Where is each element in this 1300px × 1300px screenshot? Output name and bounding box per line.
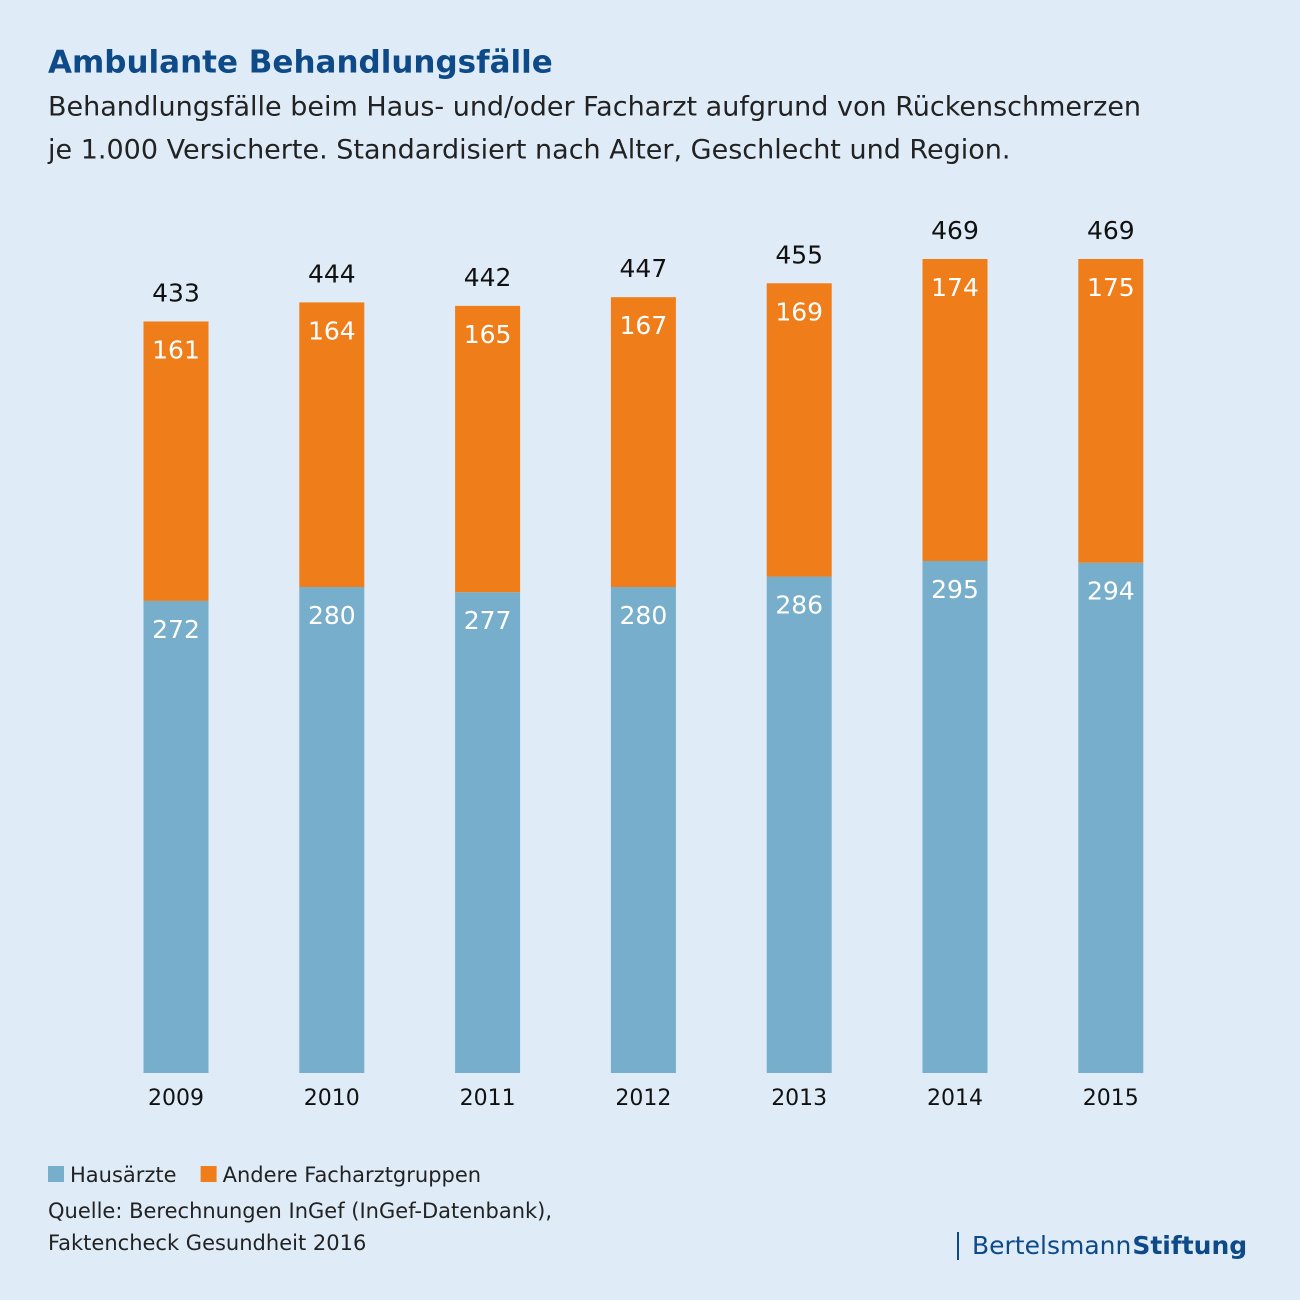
legend-swatch [200,1166,217,1182]
total-label: 455 [775,240,823,269]
source: Quelle: Berechnungen InGef (InGef-Datenb… [48,1199,552,1223]
chart-subtitle: Behandlungsfälle beim Haus- und/oder Fac… [48,92,1141,123]
total-label: 447 [620,254,668,283]
bar-segment [610,297,676,588]
bar-segment [299,302,365,588]
x-tick-label: 2013 [771,1086,827,1111]
data-label: 169 [775,297,823,326]
bar-segment [299,587,365,1073]
logo: Stiftung [1132,1231,1247,1260]
x-tick-label: 2015 [1083,1086,1139,1111]
chart-subtitle: je 1.000 Versicherte. Standardisiert nac… [47,135,1010,166]
bar-segment [1078,562,1144,1073]
bar-segment [610,587,676,1073]
x-tick-label: 2014 [927,1086,983,1111]
bar-segment [143,321,209,601]
total-label: 433 [152,278,200,307]
data-label: 164 [308,316,356,345]
source: Faktencheck Gesundheit 2016 [48,1231,366,1255]
total-label: 442 [464,263,512,292]
bar-segment [766,576,832,1073]
bar-segment [143,600,209,1073]
data-label: 280 [620,601,668,630]
data-label: 161 [152,335,200,364]
data-label: 175 [1087,273,1135,302]
bar-segment [922,560,988,1073]
bar-segment [455,305,521,593]
bar-segment [766,283,832,577]
bar-segment [455,592,521,1073]
data-label: 277 [464,606,512,635]
legend-label: Andere Facharztgruppen [223,1163,482,1187]
data-label: 286 [775,591,823,620]
total-label: 444 [308,259,356,288]
data-label: 272 [152,615,200,644]
legend-swatch [48,1166,64,1182]
x-tick-label: 2012 [615,1086,671,1111]
x-tick-label: 2009 [148,1086,204,1111]
legend-label: Hausärzte [70,1163,177,1187]
total-label: 469 [931,216,979,245]
x-tick-label: 2010 [304,1086,360,1111]
x-tick-label: 2011 [460,1086,516,1111]
chart-title: Ambulante Behandlungsfälle [48,45,553,81]
total-label: 469 [1087,216,1135,245]
data-label: 294 [1087,577,1135,606]
logo: Bertelsmann [972,1231,1131,1260]
data-label: 174 [931,273,979,302]
data-label: 295 [931,575,979,604]
data-label: 280 [308,601,356,630]
bar-segment [1078,259,1144,563]
bar-segment [922,259,988,561]
data-label: 165 [464,320,512,349]
data-label: 167 [620,311,668,340]
